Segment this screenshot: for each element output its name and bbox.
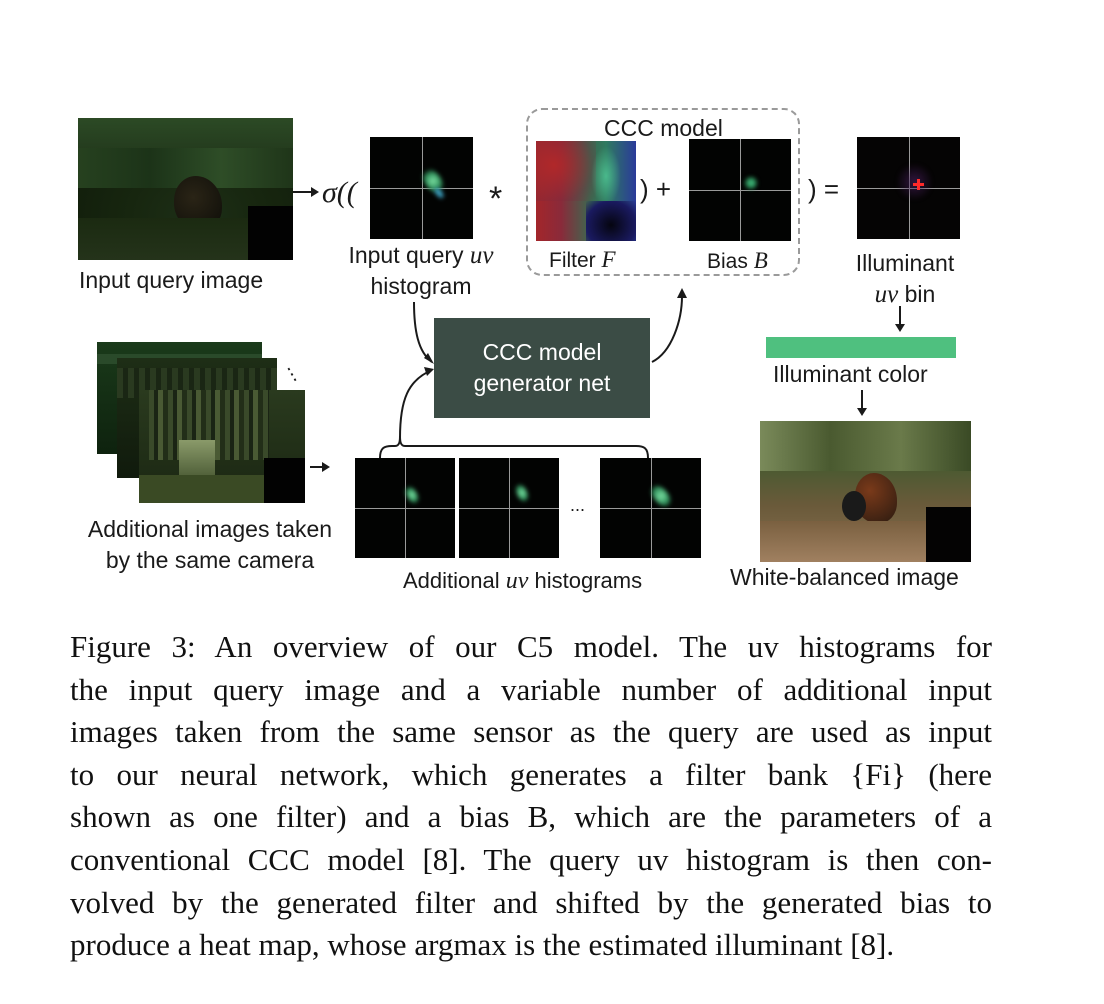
ccc-model-title: CCC model [604,115,723,141]
caption-line: Figure 3: An overview of our C5 model. T… [70,629,992,664]
close-plus-symbol: ) + [640,174,672,204]
additional-hist-prefix: Additional [403,568,506,593]
illuminant-color-label: Illuminant color [773,361,928,387]
filter-f-image [536,141,636,241]
additional-images-line2: by the same camera [105,547,315,573]
illuminant-marker [913,179,924,190]
arrow-image-to-hist [293,187,319,197]
ccc-model-box [526,108,800,276]
additional-hist-uv: uv [505,568,529,594]
caption-line: shown as one filter) and a bias B, which… [70,799,992,835]
arrow-color-to-wb [857,390,867,416]
caption-line: the input query image and a variable num… [70,671,992,707]
generator-net-box: CCC model generator net [434,318,650,418]
additional-histogram-1-v-axis [405,458,406,558]
input-hist-label: Input query uv histogram [336,240,506,301]
brace-additional-histograms [379,435,649,459]
bias-b-image [689,139,791,241]
arrowhead-generator-to-bias [677,288,687,298]
generator-line2: generator net [473,370,611,396]
additional-histogram-1 [355,458,455,558]
additional-histogram-2 [459,458,559,558]
additional-image-front-corner-patch [264,458,305,503]
caption-line: conventional CCC model [8]. The query uv… [70,841,992,877]
close-eq-symbol: ) = [808,174,840,204]
arrow-additional-to-generator [399,369,433,439]
additional-hist-suffix: histograms [528,568,643,593]
illuminant-uv: uv [874,281,899,308]
wb-rooster-tail [842,491,866,521]
additional-histogram-2-v-axis [509,458,510,558]
illuminant-bin-text: bin [898,281,936,307]
filter-f-green-streak [591,146,621,206]
filter-label: Filter F [549,247,616,273]
additional-histogram-2-blob [513,482,531,504]
additional-images-label: Additional images taken by the same came… [60,514,360,576]
illuminant-bin-image [857,137,960,239]
white-balanced-image [760,421,971,562]
arrow-bin-to-color [895,306,905,332]
bias-v-axis [740,139,741,241]
additional-histogram-n [600,458,701,558]
bias-label: Bias B [707,248,768,274]
histograms-ellipsis: ... [570,495,586,515]
bias-symbol: B [753,248,768,273]
caption-line: volved by the generated filter and shift… [70,884,992,920]
figure-caption: Figure 3: An overview of our C5 model. T… [70,626,992,967]
filter-symbol: F [601,247,616,272]
convolution-symbol: * [489,180,503,218]
caption-line: to our neural network, which generates a… [70,756,992,792]
bias-blob [745,177,757,189]
additional-histogram-n-blob [647,482,675,510]
additional-image-front [139,390,305,503]
arrow-generator-to-bias [651,295,683,363]
input-query-image-label: Input query image [79,267,264,293]
arrowhead-additional-to-generator [424,367,434,376]
generator-line1: CCC model [482,339,602,365]
wb-trees [760,421,971,471]
filter-f-dark-region [586,201,636,241]
illuminant-color-bar [766,337,956,358]
arrowhead-images-to-histograms [322,462,330,472]
arrowhead-hist-to-generator [424,353,434,364]
input-hist-label-line1: Input query [348,242,470,268]
histogram-v-axis [421,137,423,239]
input-query-image [78,118,293,260]
filter-f-upper-left [536,141,596,201]
input-query-histogram [370,137,473,239]
additional-image-front-ship [179,440,215,480]
illuminant-marker-v [917,179,920,190]
wb-corner-patch [926,507,971,562]
sigma-open-symbol: σ(( [322,176,357,209]
illuminant-heat [897,162,932,202]
bias-label-text: Bias [707,250,754,273]
additional-histograms-label: Additional uv histograms [403,568,642,595]
illuminant-label-line1: Illuminant [855,250,955,276]
input-hist-label-line2: histogram [370,273,472,299]
input-hist-uv: uv [469,242,494,269]
filter-label-text: Filter [549,249,602,272]
input-query-image-corner-patch [248,206,293,260]
additional-images-line1: Additional images taken [87,516,333,542]
white-balanced-label: White-balanced image [730,564,959,590]
illuminant-label: Illuminant uv bin [830,248,980,310]
caption-line: images taken from the same sensor as the… [70,714,992,750]
arrow-hist-to-generator [413,301,433,363]
additional-histogram-n-v-axis [650,458,652,558]
caption-line: produce a heat map, whose argmax is the … [70,927,895,963]
